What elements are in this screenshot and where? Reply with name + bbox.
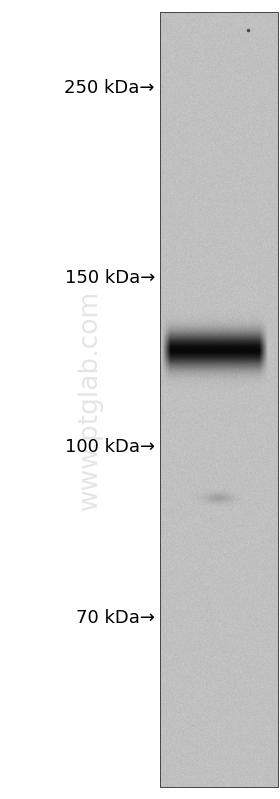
Text: 150 kDa→: 150 kDa→ — [65, 269, 155, 287]
Text: 70 kDa→: 70 kDa→ — [76, 609, 155, 627]
Text: 100 kDa→: 100 kDa→ — [65, 438, 155, 456]
Bar — [160, 12, 278, 787]
Text: www.ptglab.com: www.ptglab.com — [77, 290, 103, 510]
Text: 250 kDa→: 250 kDa→ — [64, 79, 155, 97]
